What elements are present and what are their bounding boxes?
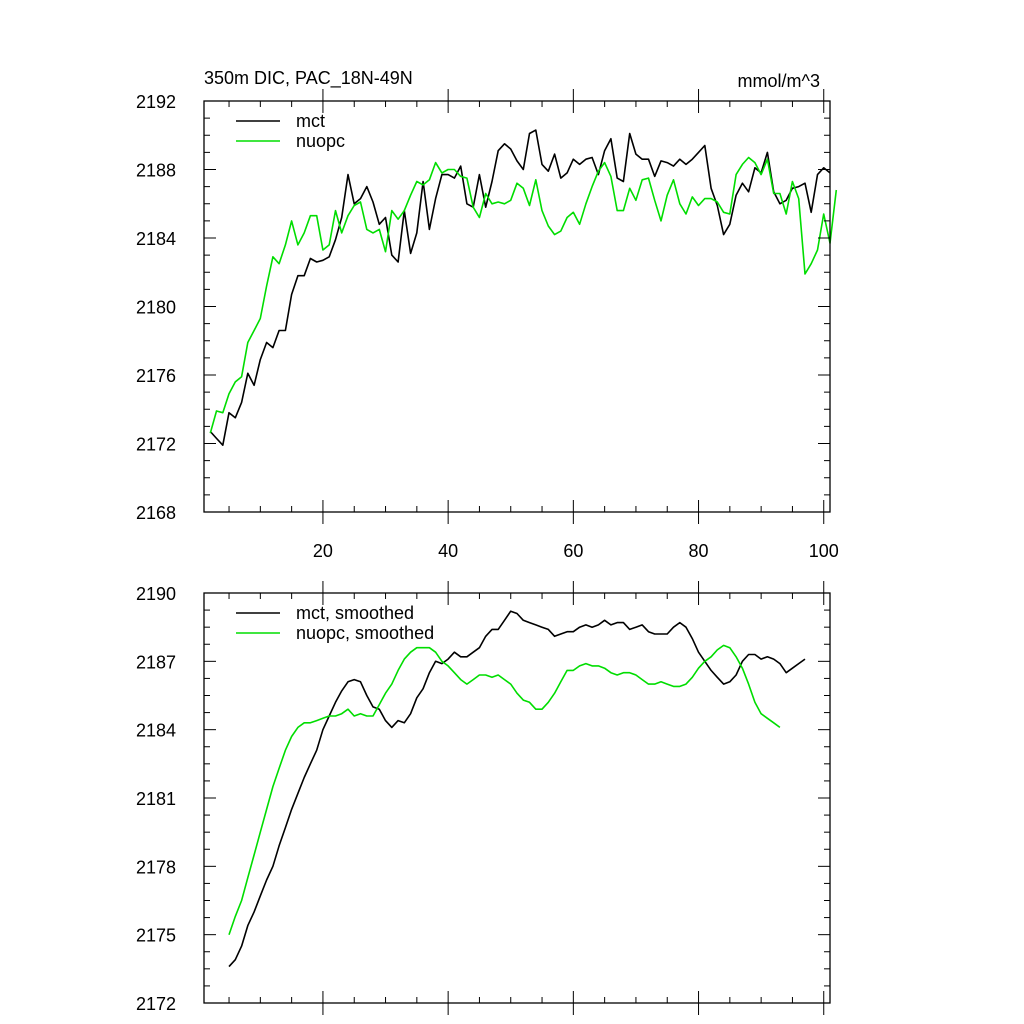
y-tick-label: 2187 xyxy=(136,652,176,672)
plot-frame xyxy=(203,592,831,1004)
units-label: mmol/m^3 xyxy=(738,71,820,91)
y-tick-label: 2181 xyxy=(136,789,176,809)
y-tick-label: 2172 xyxy=(136,994,176,1014)
y-tick-label: 2184 xyxy=(136,229,176,249)
series-line xyxy=(228,644,781,935)
y-tick-label: 2176 xyxy=(136,366,176,386)
bottom-panel: 2172 2175 2178 2181 2184 2187 2190 mct, smooth… xyxy=(136,581,831,1015)
ticks-layer: 20 40 60 80 100 2168 2172 2176 2180 2184 2188 2192 xyxy=(136,89,839,561)
legend-label: nuopc xyxy=(296,131,345,151)
x-tick-label: 20 xyxy=(313,541,333,561)
series-line xyxy=(209,156,838,434)
y-tick-label: 2188 xyxy=(136,161,176,181)
y-tick-label: 2180 xyxy=(136,298,176,318)
y-tick-label: 2168 xyxy=(136,503,176,523)
y-tick-label: 2172 xyxy=(136,435,176,455)
series-layer xyxy=(228,610,806,968)
series-layer xyxy=(209,129,838,447)
y-tick-label: 2192 xyxy=(136,92,176,112)
series-line xyxy=(228,610,806,968)
series-line xyxy=(209,129,831,447)
y-tick-label: 2175 xyxy=(136,926,176,946)
y-tick-label: 2184 xyxy=(136,721,176,741)
y-tick-label: 2178 xyxy=(136,857,176,877)
x-tick-label: 40 xyxy=(438,541,458,561)
legend-label: nuopc, smoothed xyxy=(296,623,434,643)
legend-label: mct xyxy=(296,111,325,131)
chart-title: 350m DIC, PAC_18N-49N xyxy=(204,68,413,89)
x-tick-label: 80 xyxy=(689,541,709,561)
legend-label: mct, smoothed xyxy=(296,603,414,623)
y-tick-label: 2190 xyxy=(136,584,176,604)
plot-frame xyxy=(203,100,831,513)
top-panel: 350m DIC, PAC_18N-49N mmol/m^3 20 40 60 80 1… xyxy=(136,68,839,561)
ticks-layer: 2172 2175 2178 2181 2184 2187 2190 xyxy=(136,581,830,1015)
x-tick-label: 60 xyxy=(563,541,583,561)
x-tick-label: 100 xyxy=(809,541,839,561)
